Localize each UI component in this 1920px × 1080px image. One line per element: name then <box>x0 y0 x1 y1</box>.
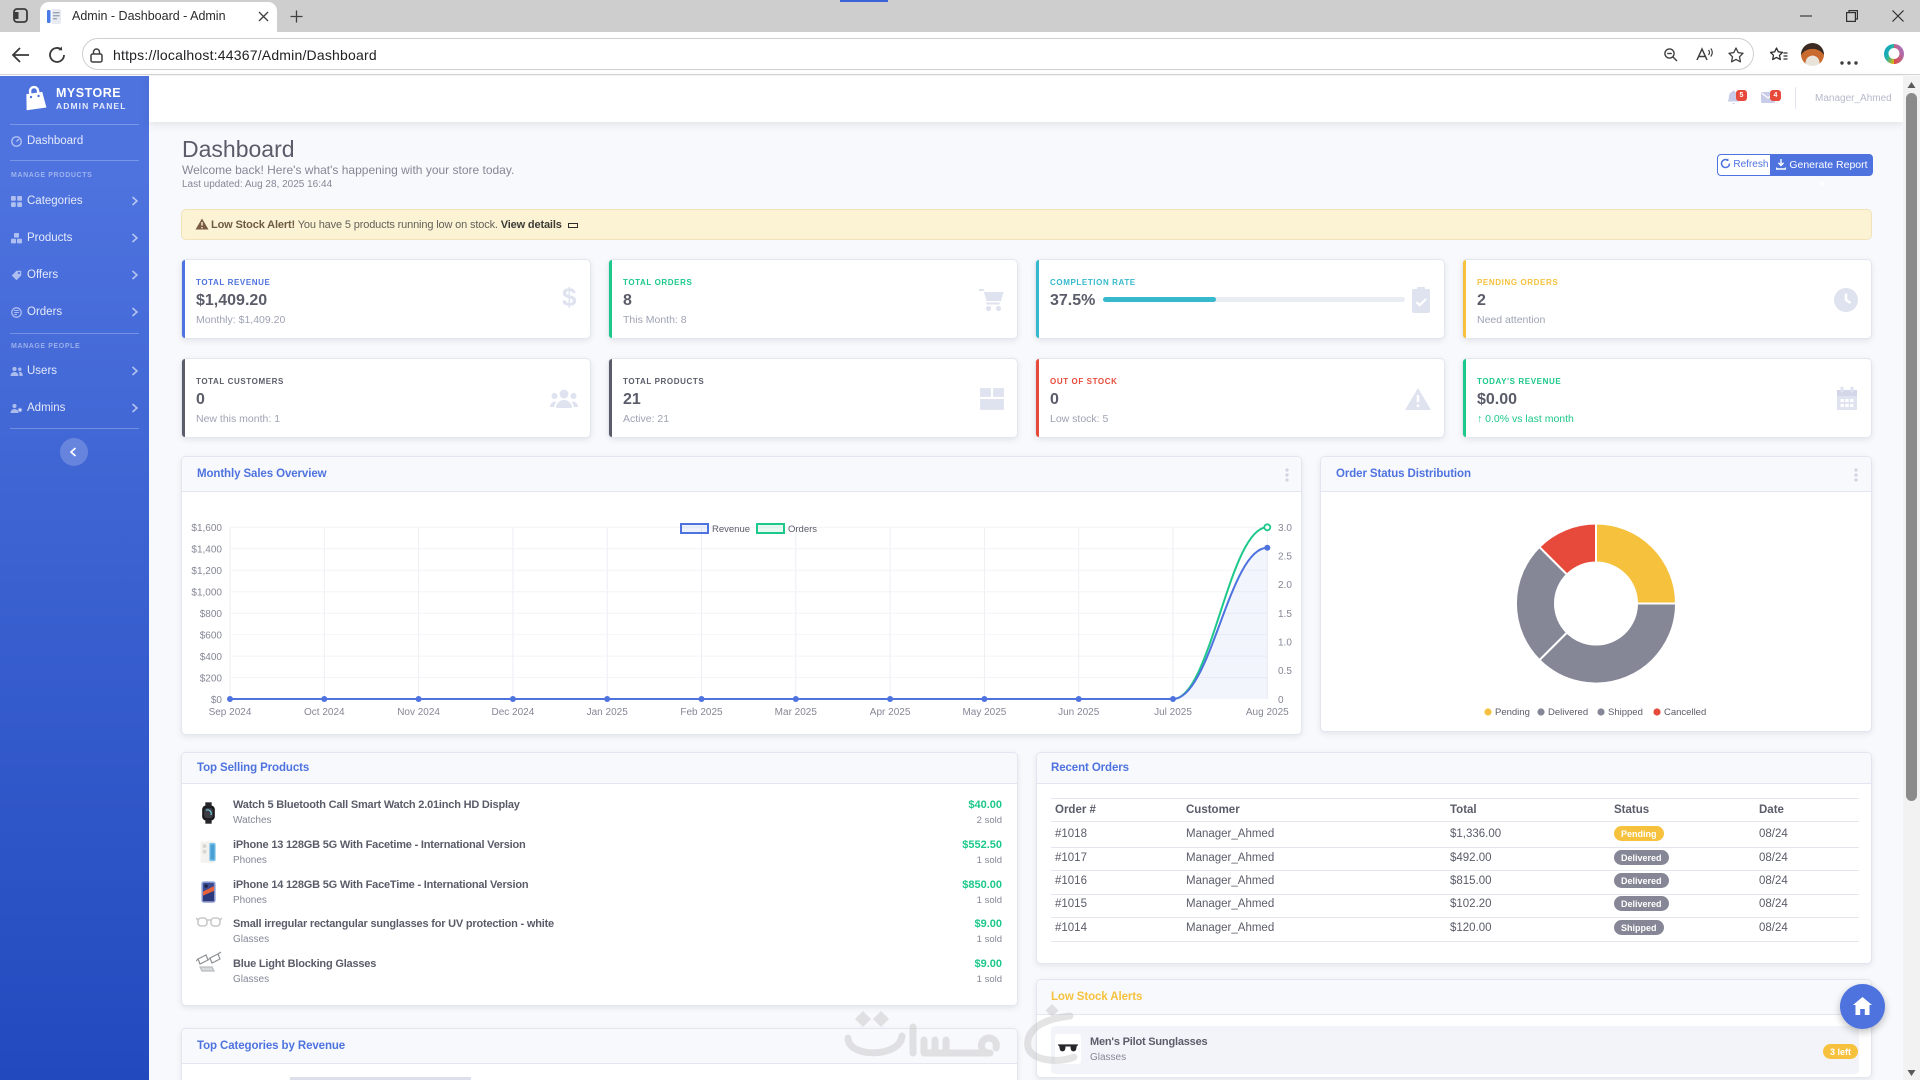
svg-text:Jan 2025: Jan 2025 <box>587 707 629 718</box>
svg-text:2.5: 2.5 <box>1278 552 1292 563</box>
svg-text:Mar 2025: Mar 2025 <box>775 707 818 718</box>
svg-text:0.5: 0.5 <box>1278 666 1292 677</box>
svg-text:3.0: 3.0 <box>1278 523 1292 534</box>
svg-text:$1,200: $1,200 <box>191 566 222 577</box>
svg-text:Shipped: Shipped <box>1608 707 1643 718</box>
svg-text:Orders: Orders <box>788 524 817 535</box>
svg-text:Delivered: Delivered <box>1548 707 1588 718</box>
svg-text:Aug 2025: Aug 2025 <box>1246 707 1289 718</box>
svg-text:$1,600: $1,600 <box>191 523 222 534</box>
svg-text:1.0: 1.0 <box>1278 638 1292 649</box>
svg-text:Sep 2024: Sep 2024 <box>209 707 252 718</box>
svg-text:Revenue: Revenue <box>712 524 750 535</box>
svg-text:2.0: 2.0 <box>1278 580 1292 591</box>
svg-text:$1,400: $1,400 <box>191 545 222 556</box>
svg-text:$1,000: $1,000 <box>191 588 222 599</box>
svg-text:$600: $600 <box>200 631 223 642</box>
svg-text:Nov 2024: Nov 2024 <box>397 707 440 718</box>
svg-text:Cancelled: Cancelled <box>1664 707 1706 718</box>
svg-text:$800: $800 <box>200 609 223 620</box>
svg-text:Oct 2024: Oct 2024 <box>304 707 345 718</box>
svg-text:$400: $400 <box>200 652 223 663</box>
svg-text:0: 0 <box>1278 695 1284 706</box>
svg-text:Jul 2025: Jul 2025 <box>1154 707 1192 718</box>
svg-text:Jun 2025: Jun 2025 <box>1058 707 1100 718</box>
svg-text:Feb 2025: Feb 2025 <box>680 707 723 718</box>
svg-text:Pending: Pending <box>1495 707 1530 718</box>
svg-text:$200: $200 <box>200 674 223 685</box>
svg-text:Dec 2024: Dec 2024 <box>491 707 534 718</box>
svg-text:May 2025: May 2025 <box>962 707 1006 718</box>
svg-text:$0: $0 <box>211 695 223 706</box>
svg-text:1.5: 1.5 <box>1278 609 1292 620</box>
svg-text:Apr 2025: Apr 2025 <box>870 707 911 718</box>
